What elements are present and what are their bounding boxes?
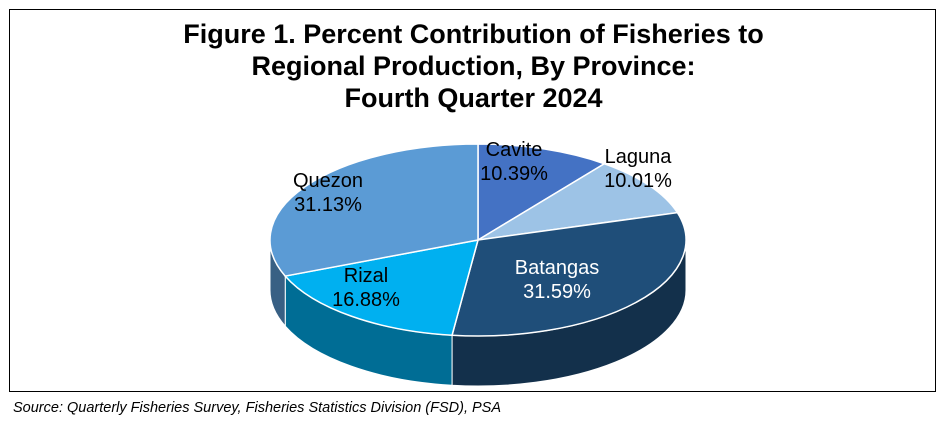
slice-label-laguna: Laguna [605,146,673,168]
pie-slice-cavite [477,143,607,242]
slice-label-batangas: Batangas [515,257,600,279]
pie-slice-rizal [283,239,480,337]
slice-label-cavite: Cavite [486,139,543,161]
slice-label-quezon: Quezon [293,170,363,192]
slice-value-rizal: 16.88% [332,289,400,311]
slice-value-quezon: 31.13% [294,194,362,216]
slice-value-laguna: 10.01% [604,170,672,192]
slice-value-cavite: 10.39% [480,163,548,185]
chart-title-line-3: Fourth Quarter 2024 [344,83,603,113]
slice-value-batangas: 31.59% [523,281,591,303]
source-note: Source: Quarterly Fisheries Survey, Fish… [13,400,502,416]
pie-slice-batangas [451,211,687,337]
chart-title: Figure 1. Percent Contribution of Fisher… [0,18,947,114]
pie-slice-quezon [269,143,479,277]
pie-slices [269,143,687,337]
slice-label-rizal: Rizal [344,265,388,287]
pie-slice-laguna [477,162,679,241]
chart-title-line-1: Figure 1. Percent Contribution of Fisher… [183,19,764,49]
chart-title-line-2: Regional Production, By Province: [251,51,696,81]
